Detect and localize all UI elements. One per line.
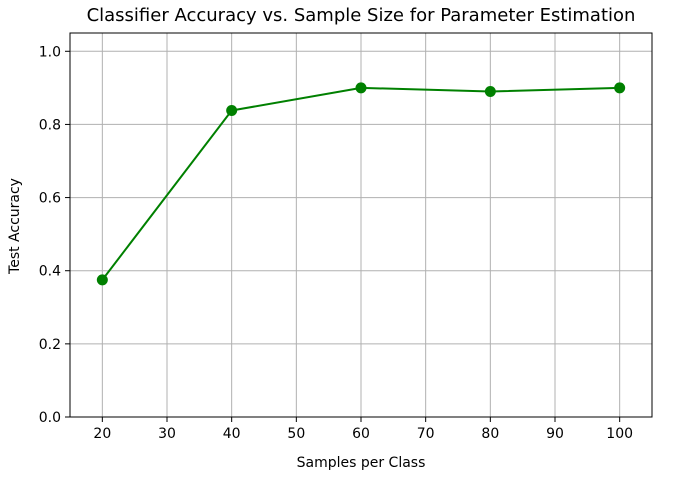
y-tick-label: 0.2 — [39, 337, 61, 353]
y-tick-label: 0.6 — [39, 191, 61, 207]
chart-title: Classifier Accuracy vs. Sample Size for … — [87, 5, 636, 26]
x-tick-label: 100 — [606, 426, 633, 442]
data-point — [96, 274, 108, 286]
x-tick-label: 30 — [158, 426, 176, 442]
data-point — [614, 82, 626, 94]
grid-lines — [70, 33, 652, 418]
data-point — [226, 105, 238, 117]
x-tick-label: 40 — [223, 426, 241, 442]
x-tick-label: 70 — [417, 426, 435, 442]
data-point — [355, 82, 367, 94]
x-tick-label: 50 — [287, 426, 305, 442]
x-tick-label: 80 — [481, 426, 499, 442]
x-tick-label: 60 — [352, 426, 370, 442]
y-axis-ticks: 0.0 0.2 0.4 0.6 0.8 1.0 — [39, 44, 70, 426]
x-tick-label: 90 — [546, 426, 564, 442]
data-point — [484, 86, 496, 98]
y-tick-label: 0.8 — [39, 117, 61, 133]
y-tick-label: 1.0 — [39, 44, 61, 60]
x-axis-ticks: 20 30 40 50 60 70 80 90 100 — [93, 417, 633, 442]
y-tick-label: 0.4 — [39, 264, 61, 280]
y-tick-label: 0.0 — [39, 410, 61, 426]
x-tick-label: 20 — [93, 426, 111, 442]
x-axis-label: Samples per Class — [297, 455, 426, 471]
data-series — [96, 82, 626, 286]
y-axis-label: Test Accuracy — [7, 178, 23, 275]
